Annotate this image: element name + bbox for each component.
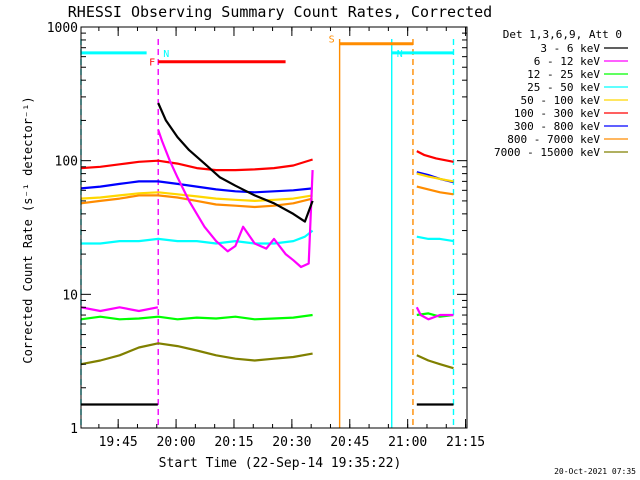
- x-axis-label: Start Time (22-Sep-14 19:35:22): [159, 456, 402, 471]
- x-tick-label: 20:15: [214, 435, 253, 450]
- attenuator-annotations: N NFS: [81, 35, 454, 69]
- x-tick-label: 21:15: [446, 435, 485, 450]
- series-line-1: [415, 306, 454, 321]
- legend-label: 800 - 7000 keV: [507, 133, 600, 146]
- x-axis: 19:45 20:00 20:15 20:30 20:45 21:00 21:15: [98, 27, 485, 450]
- legend-label: 50 - 100 keV: [521, 94, 601, 107]
- x-tick-label: 20:45: [330, 435, 369, 450]
- y-tick-label: 1000: [47, 21, 78, 36]
- legend-label: 25 - 50 keV: [527, 81, 600, 94]
- x-tick-label: 19:45: [99, 435, 138, 450]
- series-line-4: [80, 191, 313, 202]
- x-tick-label: 20:00: [157, 435, 196, 450]
- y-axis: 1 10 100 1000: [47, 21, 467, 437]
- series-line-1: [157, 129, 314, 269]
- y-tick-label: 10: [62, 288, 78, 303]
- series-line-5: [80, 158, 313, 172]
- series-lines: [80, 102, 454, 406]
- legend-label: 300 - 800 keV: [514, 120, 600, 133]
- series-line-0: [157, 102, 314, 223]
- legend-label: 6 - 12 keV: [534, 55, 601, 68]
- x-tick-label: 20:30: [272, 435, 311, 450]
- series-line-1: [80, 306, 159, 313]
- footer-date: 20-Oct-2021 07:35: [554, 467, 636, 476]
- annotation-label: N: [397, 49, 403, 60]
- legend-label: 7000 - 15000 keV: [494, 146, 600, 159]
- series-line-7: [80, 194, 313, 209]
- annotation-label: F: [149, 58, 155, 69]
- y-tick-label: 100: [55, 155, 78, 170]
- chart-title: RHESSI Observing Summary Count Rates, Co…: [68, 3, 492, 21]
- series-line-3: [416, 235, 454, 243]
- series-line-6: [80, 180, 313, 194]
- series-line-4: [416, 172, 454, 183]
- series-line-5: [416, 150, 454, 163]
- series-line-2: [80, 313, 313, 321]
- legend-title: Det 1,3,6,9, Att 0: [503, 28, 622, 41]
- x-tick-label: 21:00: [388, 435, 427, 450]
- legend-label: 100 - 300 keV: [514, 107, 600, 120]
- series-line-8: [80, 342, 313, 366]
- series-line-7: [416, 185, 454, 196]
- y-axis-label: Corrected Count Rate (s⁻¹ detector⁻¹): [21, 96, 35, 363]
- legend-label: 12 - 25 keV: [527, 68, 600, 81]
- y-tick-label: 1: [70, 422, 78, 437]
- series-line-3: [81, 229, 314, 245]
- plot-frame: [80, 26, 468, 429]
- series-line-8: [416, 354, 454, 370]
- annotation-label: S: [329, 35, 335, 46]
- legend-label: 3 - 6 keV: [540, 42, 600, 55]
- annotation-label: N: [163, 49, 169, 60]
